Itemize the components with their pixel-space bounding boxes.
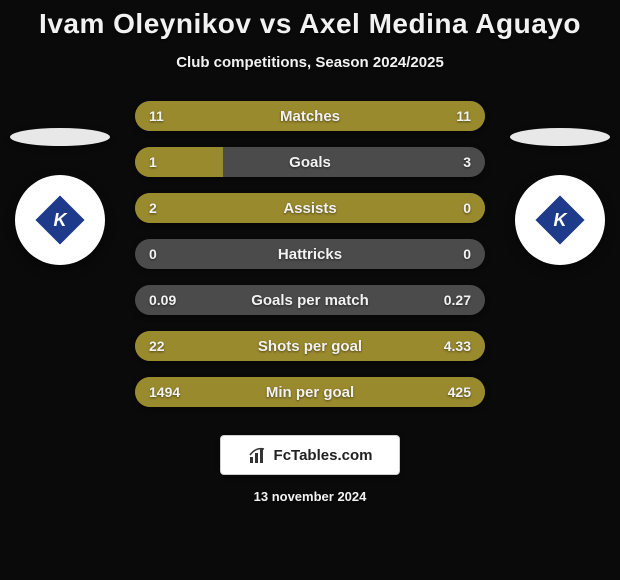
source-badge: FcTables.com: [220, 435, 400, 475]
stats-list: 1111Matches13Goals20Assists00Hattricks0.…: [135, 101, 485, 407]
svg-text:K: K: [54, 210, 69, 230]
club-badge-left: K: [15, 175, 105, 265]
stat-bar-left: [135, 377, 485, 407]
club-logo-right-icon: K: [530, 190, 590, 250]
page-title: Ivam Oleynikov vs Axel Medina Aguayo: [39, 8, 581, 40]
chart-icon: [248, 445, 268, 465]
stat-row: 20Assists: [135, 193, 485, 223]
stat-value-right: 425: [448, 377, 471, 407]
stat-value-right: 0: [463, 239, 471, 269]
stat-value-right: 0.27: [444, 285, 471, 315]
stat-label: Goals per match: [135, 285, 485, 315]
svg-text:K: K: [554, 210, 569, 230]
player-halo-left: [10, 128, 110, 146]
stat-value-left: 11: [149, 101, 164, 131]
club-logo-left-icon: K: [30, 190, 90, 250]
stat-value-right: 0: [463, 193, 471, 223]
stat-value-left: 1: [149, 147, 157, 177]
player-halo-right: [510, 128, 610, 146]
stat-row: 224.33Shots per goal: [135, 331, 485, 361]
stat-value-right: 11: [456, 101, 471, 131]
stat-bar-left: [135, 193, 485, 223]
source-label: FcTables.com: [274, 447, 373, 464]
stat-value-left: 0: [149, 239, 157, 269]
stat-value-right: 4.33: [444, 331, 471, 361]
stat-label: Hattricks: [135, 239, 485, 269]
date-label: 13 november 2024: [254, 489, 367, 504]
stat-bar-left: [135, 331, 485, 361]
stat-value-left: 2: [149, 193, 157, 223]
stat-value-left: 0.09: [149, 285, 176, 315]
stat-row: 1111Matches: [135, 101, 485, 131]
comparison-card: Ivam Oleynikov vs Axel Medina Aguayo Clu…: [0, 0, 620, 580]
stat-value-left: 22: [149, 331, 165, 361]
club-badge-right: K: [515, 175, 605, 265]
stat-row: 1494425Min per goal: [135, 377, 485, 407]
stat-value-right: 3: [463, 147, 471, 177]
stat-value-left: 1494: [149, 377, 180, 407]
subtitle: Club competitions, Season 2024/2025: [176, 54, 444, 71]
stat-row: 0.09 0.27Goals per match: [135, 285, 485, 315]
stat-row: 13Goals: [135, 147, 485, 177]
stat-row: 0 0Hattricks: [135, 239, 485, 269]
